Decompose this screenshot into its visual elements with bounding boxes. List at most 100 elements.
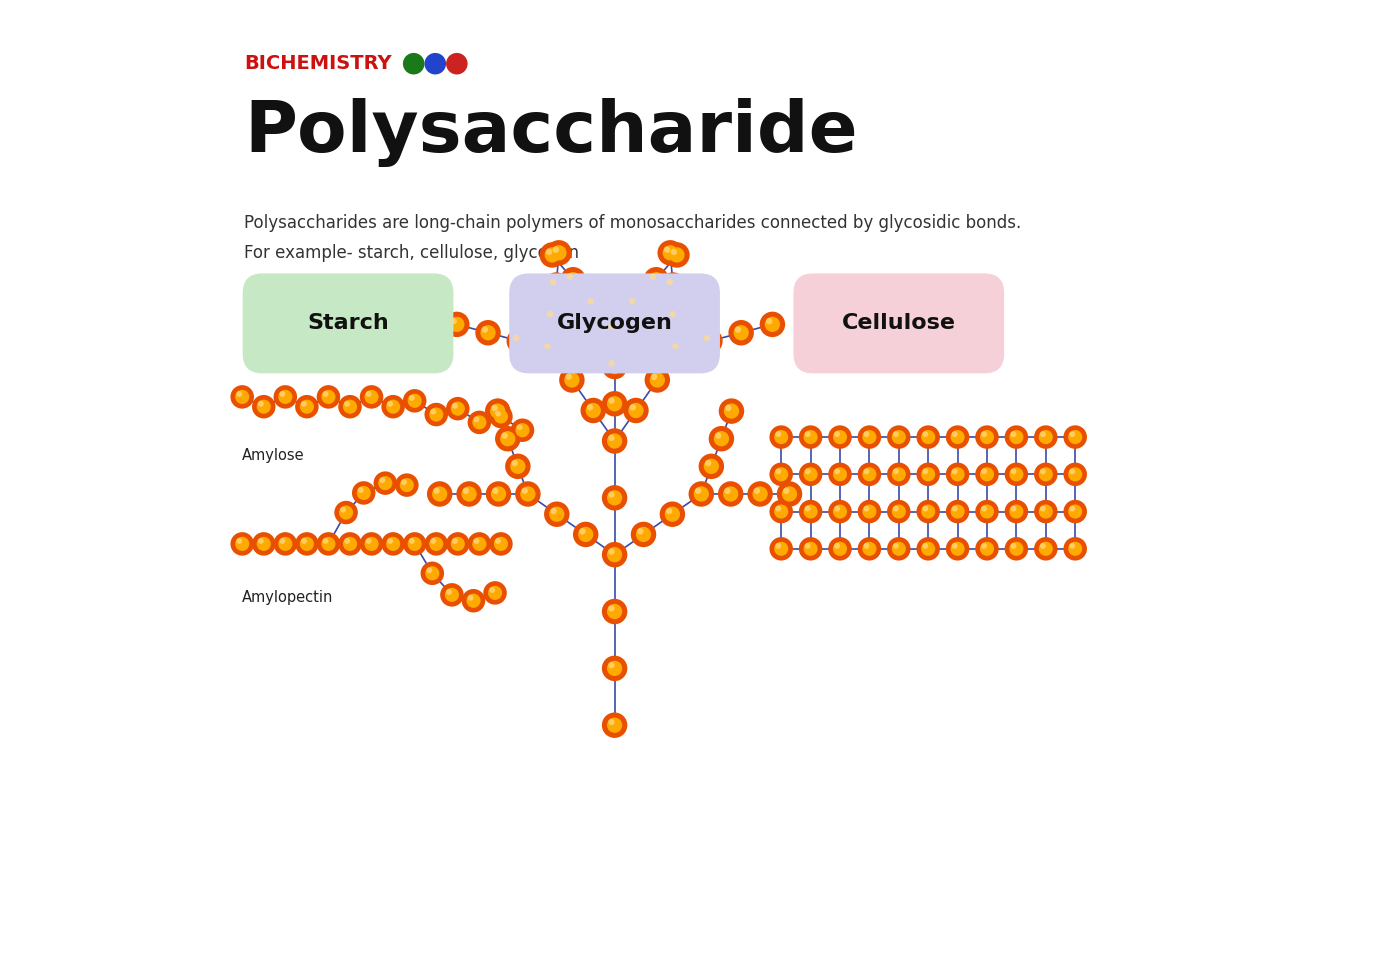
Circle shape: [547, 311, 553, 318]
Circle shape: [775, 506, 782, 512]
Circle shape: [643, 267, 669, 292]
Circle shape: [660, 272, 686, 298]
Circle shape: [322, 537, 335, 551]
Circle shape: [316, 385, 340, 409]
Circle shape: [481, 325, 496, 340]
Circle shape: [517, 424, 523, 430]
Circle shape: [664, 246, 671, 253]
Circle shape: [916, 425, 940, 449]
Circle shape: [492, 405, 498, 411]
Circle shape: [1009, 542, 1023, 556]
Circle shape: [607, 321, 622, 337]
Text: Cellulose: Cellulose: [841, 314, 956, 333]
Circle shape: [952, 431, 958, 437]
Circle shape: [545, 247, 560, 263]
Circle shape: [833, 467, 847, 481]
Circle shape: [1034, 537, 1058, 561]
Circle shape: [829, 463, 852, 486]
Circle shape: [607, 661, 622, 676]
Circle shape: [342, 400, 358, 414]
Circle shape: [602, 656, 628, 681]
Circle shape: [565, 373, 572, 380]
Circle shape: [366, 538, 371, 544]
Circle shape: [475, 320, 500, 346]
Circle shape: [323, 538, 328, 544]
Circle shape: [543, 342, 559, 357]
Circle shape: [862, 430, 876, 444]
Circle shape: [387, 401, 394, 407]
Circle shape: [858, 463, 881, 486]
Circle shape: [279, 390, 292, 404]
Circle shape: [699, 454, 723, 479]
Circle shape: [607, 717, 622, 733]
Circle shape: [636, 527, 651, 542]
Circle shape: [922, 543, 929, 549]
Circle shape: [467, 595, 474, 601]
Circle shape: [834, 468, 840, 474]
Circle shape: [520, 486, 535, 502]
Circle shape: [863, 506, 869, 512]
Circle shape: [1010, 543, 1016, 549]
Circle shape: [608, 361, 614, 367]
Circle shape: [360, 385, 384, 409]
Circle shape: [697, 328, 722, 354]
Circle shape: [665, 277, 681, 293]
Circle shape: [316, 532, 340, 556]
Circle shape: [628, 403, 643, 418]
Circle shape: [667, 508, 672, 514]
Circle shape: [775, 543, 782, 549]
Circle shape: [951, 542, 965, 556]
Circle shape: [863, 468, 869, 474]
Circle shape: [446, 397, 470, 420]
Circle shape: [805, 506, 811, 512]
Circle shape: [624, 398, 649, 423]
Circle shape: [578, 527, 593, 542]
Circle shape: [689, 481, 714, 507]
Circle shape: [723, 486, 739, 502]
Circle shape: [981, 468, 987, 474]
Circle shape: [434, 488, 439, 494]
Circle shape: [550, 508, 557, 514]
Circle shape: [516, 423, 529, 437]
Circle shape: [452, 538, 457, 544]
Circle shape: [862, 542, 876, 556]
Circle shape: [664, 242, 690, 268]
Circle shape: [493, 537, 509, 551]
Circle shape: [891, 467, 906, 481]
Circle shape: [650, 372, 665, 388]
Circle shape: [550, 278, 556, 285]
Circle shape: [715, 432, 721, 439]
Circle shape: [500, 431, 516, 446]
Circle shape: [495, 411, 500, 416]
Circle shape: [672, 343, 679, 350]
Circle shape: [342, 537, 358, 551]
Circle shape: [1005, 425, 1028, 449]
Circle shape: [452, 403, 457, 409]
Circle shape: [430, 537, 444, 551]
Circle shape: [980, 430, 994, 444]
Circle shape: [237, 391, 243, 397]
Circle shape: [552, 245, 567, 261]
Circle shape: [665, 337, 692, 363]
Circle shape: [804, 542, 818, 556]
Circle shape: [424, 53, 446, 74]
Circle shape: [344, 538, 351, 544]
Circle shape: [607, 433, 622, 449]
Circle shape: [833, 430, 847, 444]
Circle shape: [775, 505, 789, 518]
Circle shape: [952, 468, 958, 474]
Circle shape: [338, 395, 362, 418]
Circle shape: [608, 323, 614, 329]
Circle shape: [769, 425, 793, 449]
Circle shape: [426, 566, 439, 580]
Circle shape: [952, 543, 958, 549]
Circle shape: [704, 459, 719, 474]
Circle shape: [352, 481, 376, 505]
Circle shape: [668, 310, 683, 325]
Circle shape: [805, 543, 811, 549]
Circle shape: [660, 502, 685, 527]
Circle shape: [446, 589, 452, 595]
Circle shape: [427, 481, 452, 507]
Circle shape: [981, 506, 987, 512]
Circle shape: [506, 328, 532, 354]
